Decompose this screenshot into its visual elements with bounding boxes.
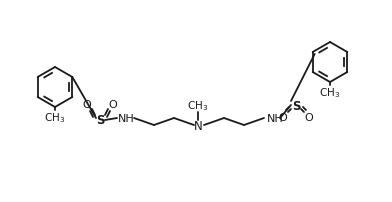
Text: O: O [305, 113, 313, 122]
Text: O: O [109, 100, 117, 109]
Text: O: O [83, 100, 91, 109]
Text: NH: NH [267, 114, 284, 123]
Text: CH$_3$: CH$_3$ [319, 86, 341, 99]
Text: S: S [96, 114, 104, 127]
Text: CH$_3$: CH$_3$ [187, 99, 209, 113]
Text: O: O [279, 113, 287, 122]
Text: CH$_3$: CH$_3$ [44, 110, 65, 124]
Text: NH: NH [118, 114, 135, 123]
Text: S: S [292, 99, 300, 112]
Text: N: N [194, 119, 202, 132]
